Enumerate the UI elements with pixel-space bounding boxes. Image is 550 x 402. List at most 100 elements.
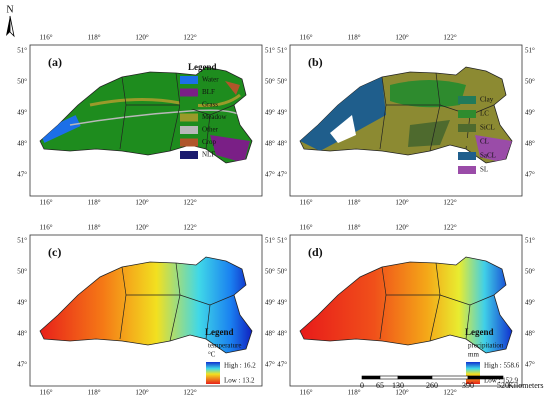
lat-label: 51° [525, 47, 535, 55]
sicl [408, 120, 450, 147]
panel-label: (b) [308, 55, 323, 69]
lat-label: 49° [17, 299, 27, 307]
lat-label: 48° [265, 140, 275, 148]
lon-label: 116° [299, 199, 312, 207]
legend-high: High : 558.6 [484, 362, 520, 370]
lat-label: 47° [265, 361, 275, 369]
lat-label: 48° [17, 330, 27, 338]
lat-label: 50° [17, 268, 27, 276]
scale-bar: 0 65 130 260 390 520 Kilometers [360, 375, 544, 390]
lat-label: 49° [525, 299, 535, 307]
lon-label: 118° [347, 389, 360, 397]
lc [390, 80, 466, 108]
legend-swatch [180, 151, 198, 159]
lon-label: 118° [87, 199, 100, 207]
legend-label: CL [480, 138, 489, 146]
lat-label: 49° [17, 109, 27, 117]
lat-label: 48° [17, 140, 27, 148]
lat-label: 47° [277, 361, 287, 369]
lon-label: 120° [395, 389, 409, 397]
legend-title: Legend [188, 62, 217, 72]
lon-label: 118° [347, 199, 360, 207]
lat-label: 47° [265, 171, 275, 179]
lat-label: 51° [265, 47, 275, 55]
scale-tick: 65 [376, 381, 384, 390]
boundary [205, 304, 211, 340]
lat-label: 48° [525, 140, 535, 148]
legend-swatch [458, 110, 476, 118]
crop [225, 81, 240, 95]
lon-label: 120° [395, 34, 409, 42]
scale-segment [431, 375, 469, 380]
lon-label: 122° [443, 199, 457, 207]
legend-label: NLF [202, 151, 215, 159]
panel-label: (d) [308, 245, 323, 259]
region [39, 256, 253, 354]
lat-label: 48° [277, 330, 287, 338]
lon-label: 118° [347, 34, 360, 42]
scale-segment [467, 375, 504, 380]
legend-title: Legend [465, 327, 494, 337]
lat-label: 50° [525, 268, 535, 276]
legend-label: Water [202, 76, 219, 84]
lon-label: 120° [135, 199, 149, 207]
legend-variable: precipitation [468, 342, 504, 350]
panel-label: (c) [48, 245, 61, 259]
lon-label: 122° [183, 34, 197, 42]
panel-label: (a) [48, 55, 62, 69]
lon-label: 120° [135, 34, 149, 42]
legend-title: Legend [205, 327, 234, 337]
lat-label: 50° [265, 78, 275, 86]
scale-segment [379, 375, 399, 380]
legend-swatch [458, 124, 476, 132]
scale-tick: 260 [426, 381, 438, 390]
legend-label: LC [480, 110, 489, 118]
panel: (d) 116° 116° 118° 118° 120° 120° 122° 122° 51° 51… [277, 224, 535, 397]
legend-label: Other [202, 126, 219, 134]
north-label: N [6, 4, 13, 15]
lat-label: 49° [277, 109, 287, 117]
legend-label: BLF [202, 88, 215, 96]
lon-label: 116° [39, 34, 52, 42]
lon-label: 116° [39, 199, 52, 207]
legend-label: SL [480, 166, 488, 174]
lon-label: 120° [395, 199, 409, 207]
clay [300, 77, 386, 151]
legend-unit: °C [208, 351, 216, 359]
legend-swatch [458, 96, 476, 104]
lat-label: 49° [265, 109, 275, 117]
lon-label: 120° [135, 224, 149, 232]
legend-swatch [180, 113, 198, 122]
lat-label: 50° [525, 78, 535, 86]
lat-label: 51° [525, 237, 535, 245]
lon-label: 122° [443, 224, 457, 232]
panel: (a) 116° 116° 118° 118° 120° 120° 122° 122° 51° 51… [17, 34, 275, 207]
lon-label: 116° [299, 224, 312, 232]
legend-low: Low : 13.2 [224, 377, 255, 385]
blf [210, 135, 250, 163]
region-detail [40, 72, 250, 163]
legend-swatch [458, 166, 476, 174]
lat-label: 47° [525, 171, 535, 179]
lat-label: 51° [277, 47, 287, 55]
legend-label: Meadow [202, 113, 227, 121]
legend-colorbar [206, 362, 220, 384]
lat-label: 50° [17, 78, 27, 86]
lat-label: 51° [17, 47, 27, 55]
legend-high: High : 16.2 [224, 362, 256, 370]
lat-label: 51° [17, 237, 27, 245]
lon-label: 122° [183, 389, 197, 397]
water-patch [40, 115, 81, 143]
legend-swatch [180, 101, 198, 109]
lon-label: 118° [87, 389, 100, 397]
lat-label: 47° [17, 171, 27, 179]
scale-unit: Kilometers [508, 381, 544, 390]
lat-label: 48° [525, 330, 535, 338]
lon-label: 118° [347, 224, 360, 232]
legend-swatch [180, 88, 198, 97]
lon-label: 122° [443, 34, 457, 42]
region-detail [379, 262, 495, 342]
legend-label: SiCL [480, 124, 495, 132]
lon-label: 116° [299, 389, 312, 397]
